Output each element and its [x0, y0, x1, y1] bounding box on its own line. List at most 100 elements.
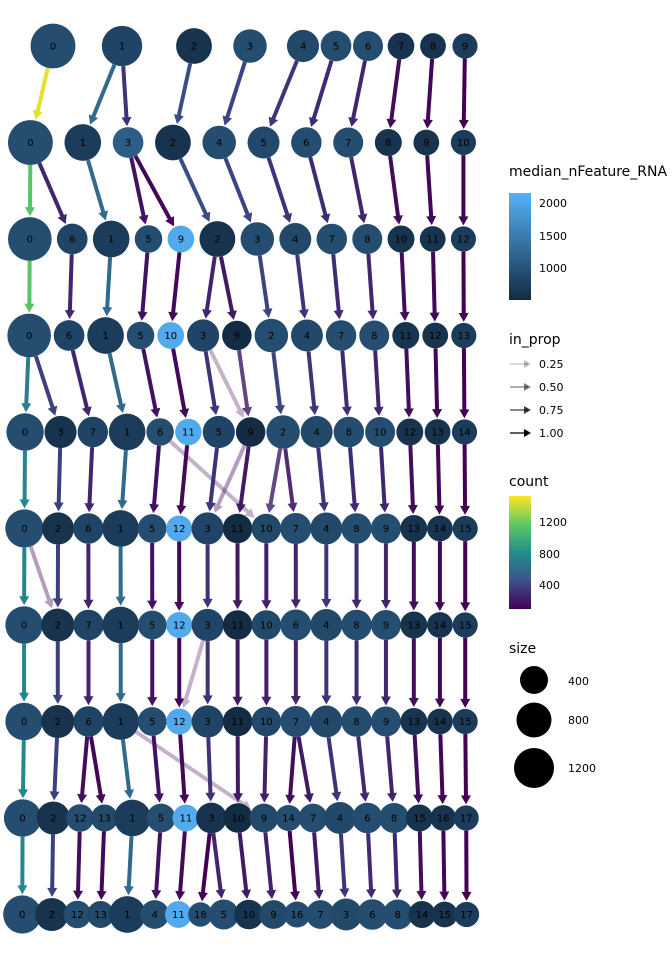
cluster-node-label: 10: [164, 331, 177, 342]
tree-edge: [77, 736, 90, 804]
tree-edge-line: [425, 155, 434, 219]
tree-edge-line: [433, 348, 440, 411]
legend-in-prop-arrow: [510, 429, 531, 437]
tree-edge: [123, 836, 134, 896]
cluster-node: 5: [126, 321, 155, 350]
cluster-node-label: 0: [21, 524, 27, 535]
cluster-node: 2: [41, 608, 75, 642]
cluster-node-circle: [137, 707, 167, 736]
legend-size-circle: [514, 748, 554, 788]
tree-edge-line: [90, 63, 117, 119]
tree-edge-line: [237, 832, 249, 892]
cluster-node: 10: [251, 513, 282, 544]
cluster-node-label: 0: [19, 910, 25, 921]
legend-count-tick: 400: [539, 579, 560, 592]
tree-edge: [151, 832, 163, 900]
tree-edge-line: [218, 256, 235, 314]
tree-edge-arrowhead: [19, 596, 30, 606]
tree-edge-line: [356, 736, 367, 795]
cluster-node-label: 13: [94, 910, 107, 921]
cluster-node-circle: [187, 319, 220, 352]
tree-edge: [326, 737, 342, 802]
tree-edge: [312, 832, 324, 900]
tree-edge: [434, 541, 445, 612]
tree-edge: [37, 162, 67, 225]
cluster-node-label: 10: [457, 138, 470, 149]
legend-size-label: 800: [568, 714, 589, 727]
tree-edge-line: [340, 350, 349, 409]
cluster-node-label: 4: [313, 428, 319, 439]
cluster-node: 10: [365, 417, 396, 447]
cluster-node-circle: [341, 513, 372, 544]
cluster-node-circle: [298, 803, 328, 833]
tree-edge-arrowhead: [298, 309, 309, 319]
tree-edge-line: [463, 734, 468, 798]
cluster-node: 12: [66, 804, 94, 832]
cluster-node: 16: [430, 805, 457, 831]
cluster-node-label: 2: [49, 910, 55, 921]
tree-edge: [18, 740, 29, 799]
cluster-node: 10: [450, 129, 476, 156]
cluster-node: 3: [233, 29, 267, 63]
tree-edge-line: [350, 60, 367, 121]
tree-edge-arrowhead: [351, 696, 362, 706]
cluster-node-circle: [405, 804, 433, 832]
tree-edge-arrowhead: [386, 118, 397, 129]
cluster-node-circle: [41, 512, 75, 545]
tree-edge: [25, 164, 36, 217]
cluster-node-circle: [453, 805, 479, 831]
tree-edge-line: [75, 831, 82, 893]
cluster-node-circle: [165, 901, 192, 928]
tree-edge: [287, 830, 300, 901]
cluster-node-circle: [44, 415, 77, 449]
legend-size-label: 400: [568, 675, 589, 688]
cluster-node: 5: [134, 225, 163, 253]
tree-edge-arrowhead: [88, 114, 99, 125]
tree-edge-arrowhead: [232, 793, 243, 803]
cluster-node: 14: [451, 419, 478, 445]
cluster-node: 2: [254, 318, 289, 353]
legend-in-prop-arrow: [510, 360, 531, 368]
cluster-node: 1: [114, 799, 151, 837]
tree-edge: [351, 543, 362, 609]
cluster-node: 1: [108, 413, 146, 451]
cluster-node-circle: [422, 322, 449, 349]
cluster-node-label: 11: [180, 814, 193, 825]
cluster-node-label: 17: [460, 814, 473, 825]
tree-edge: [434, 444, 445, 515]
tree-edge-line: [257, 255, 270, 312]
cluster-node-circle: [452, 33, 478, 59]
cluster-node-label: 1: [102, 331, 108, 342]
cluster-node: 7: [325, 320, 357, 351]
cluster-node: 9: [370, 513, 401, 544]
cluster-node-label: 3: [204, 717, 210, 728]
cluster-node: 8: [379, 803, 410, 833]
cluster-node-label: 2: [268, 331, 274, 342]
tree-edge: [149, 445, 161, 514]
tree-edge-arrowhead: [64, 310, 75, 320]
tree-edge-line: [200, 833, 212, 895]
tree-edge-arrowhead: [373, 406, 384, 417]
tree-edge: [412, 734, 424, 804]
legend-count: count 1200 800 400: [509, 474, 567, 609]
cluster-node: 10: [234, 899, 264, 930]
cluster-node-label: 8: [385, 138, 391, 149]
tree-edge-arrowhead: [303, 793, 314, 803]
cluster-node-circle: [191, 705, 224, 738]
cluster-node: 7: [298, 803, 328, 833]
cluster-node: 1: [64, 124, 102, 161]
cluster-node: 8: [420, 33, 446, 59]
cluster-node-circle: [400, 611, 428, 639]
tree-edge: [32, 67, 50, 120]
tree-edge-line: [178, 157, 209, 217]
tree-edge-line: [404, 348, 411, 411]
cluster-node-label: 0: [19, 814, 25, 825]
cluster-node-circle: [266, 415, 300, 449]
tree-edge-arrowhead: [434, 698, 445, 708]
cluster-node: 12: [166, 611, 193, 639]
cluster-node-label: 1: [124, 428, 130, 439]
tree-edge-arrowhead: [408, 698, 419, 708]
tree-edge-arrowhead: [25, 207, 36, 217]
cluster-node-circle: [431, 901, 458, 928]
tree-edge: [271, 351, 285, 415]
